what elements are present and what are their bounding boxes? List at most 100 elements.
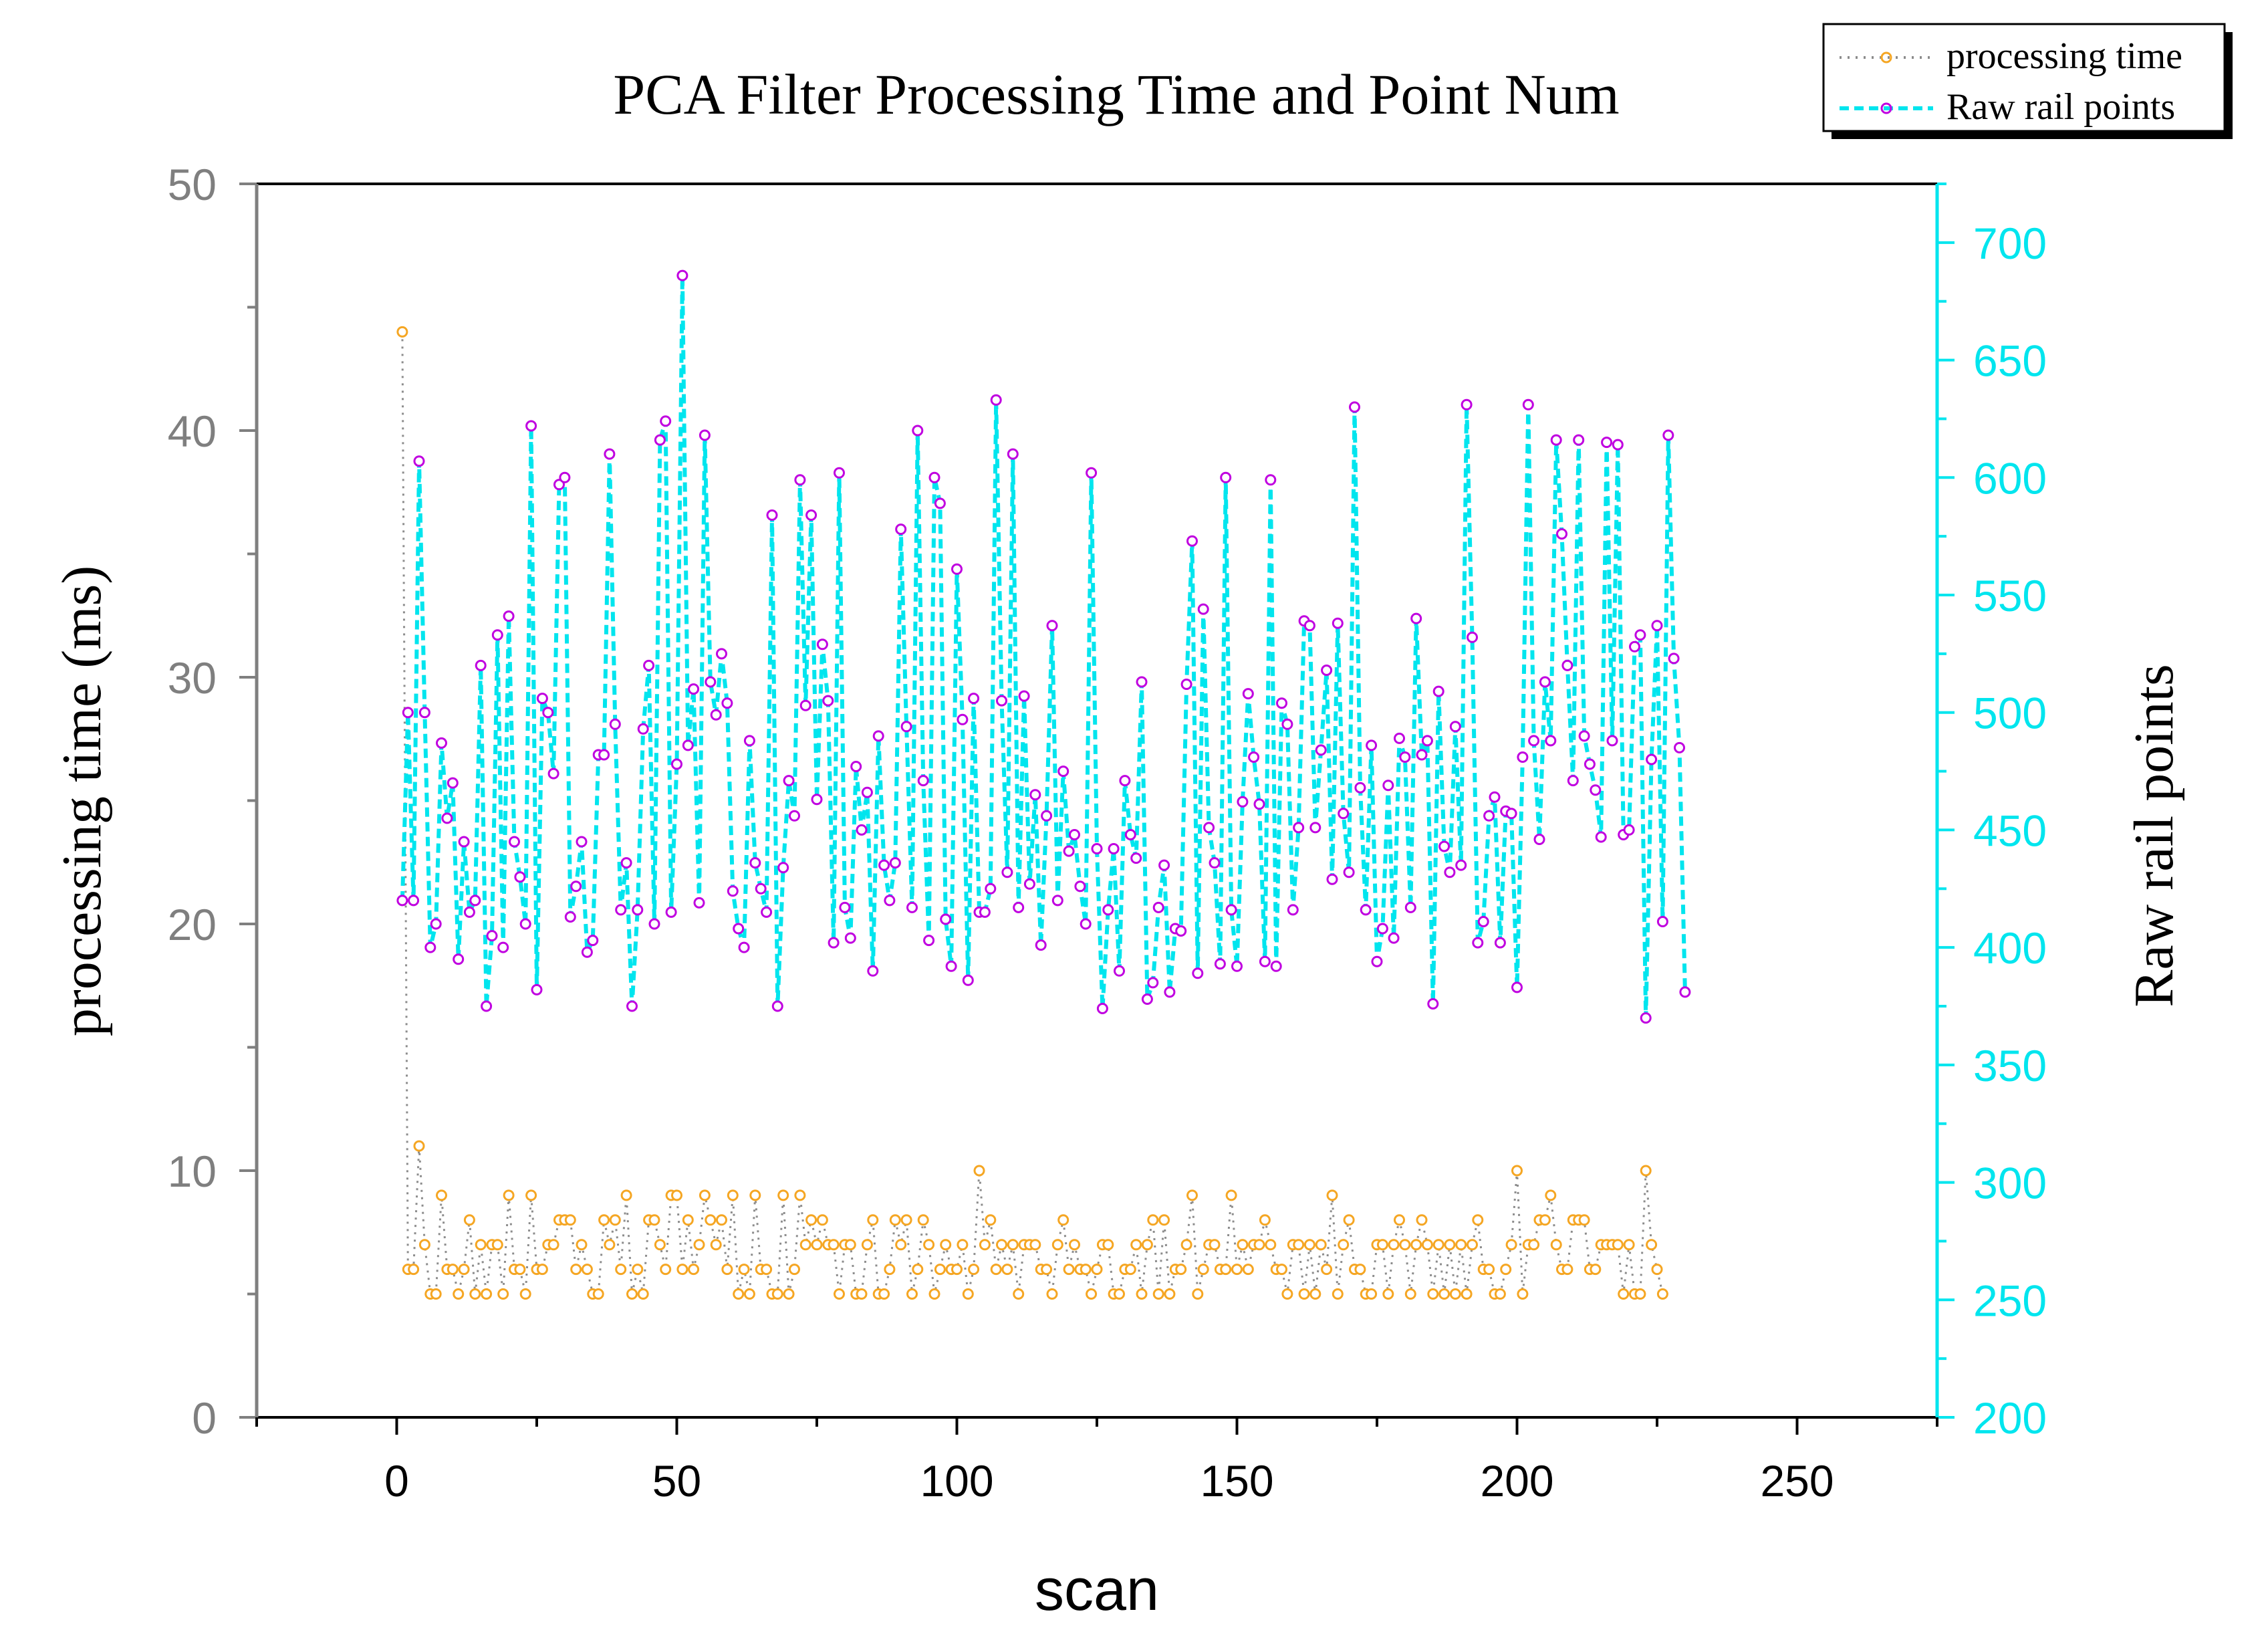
data-point-raw-rail-points [1303, 620, 1315, 632]
data-point-processing-time [1432, 1239, 1444, 1251]
x-tick-label: 200 [1480, 1456, 1553, 1506]
data-point-processing-time [1376, 1239, 1388, 1251]
data-point-raw-rail-points [665, 906, 677, 918]
data-point-processing-time [609, 1214, 621, 1226]
data-point-raw-rail-points [1041, 810, 1053, 822]
data-point-raw-rail-points [1102, 904, 1114, 916]
y-tick-label-right: 300 [1973, 1159, 2047, 1208]
data-point-raw-rail-points [699, 429, 711, 441]
data-point-raw-rail-points [1561, 659, 1573, 671]
data-point-raw-rail-points [413, 455, 425, 467]
data-point-processing-time [979, 1239, 991, 1251]
data-point-raw-rail-points [503, 610, 515, 622]
data-point-processing-time [1309, 1288, 1321, 1300]
y-tick-label-left: 10 [168, 1147, 217, 1196]
data-point-raw-rail-points [777, 862, 789, 874]
data-point-processing-time [1158, 1214, 1170, 1226]
data-point-processing-time [453, 1288, 465, 1300]
data-point-processing-time [1013, 1288, 1025, 1300]
data-point-raw-rail-points [727, 885, 739, 897]
data-point-processing-time [1656, 1288, 1668, 1300]
data-point-processing-time [934, 1264, 946, 1276]
data-point-raw-rail-points [469, 895, 481, 907]
data-point-processing-time [447, 1264, 459, 1276]
y-tick-label-right: 250 [1973, 1276, 2047, 1325]
data-point-raw-rail-points [1662, 429, 1674, 441]
data-point-processing-time [1590, 1264, 1602, 1276]
data-point-raw-rail-points [1668, 653, 1680, 665]
data-point-processing-time [834, 1288, 845, 1300]
y-tick-label-left: 50 [168, 160, 217, 209]
data-point-raw-rail-points [430, 918, 442, 930]
data-point-raw-rail-points [1584, 758, 1596, 770]
y-axis-label-left: processing time (ms) [51, 566, 113, 1037]
data-point-raw-rail-points [1225, 904, 1237, 916]
y-tick-label-left: 30 [168, 653, 217, 703]
data-point-processing-time [1303, 1239, 1315, 1251]
data-point-raw-rail-points [1601, 437, 1613, 449]
data-point-processing-time [1455, 1239, 1467, 1251]
data-point-processing-time [733, 1288, 745, 1300]
data-point-raw-rail-points [783, 775, 795, 787]
data-point-processing-time [1382, 1288, 1394, 1300]
data-point-raw-rail-points [1147, 977, 1159, 989]
data-point-processing-time [727, 1189, 739, 1201]
data-point-raw-rail-points [1214, 958, 1226, 970]
data-point-raw-rail-points [1259, 955, 1271, 967]
data-point-processing-time [1651, 1264, 1663, 1276]
data-point-raw-rail-points [1164, 986, 1176, 998]
data-point-raw-rail-points [1035, 939, 1047, 951]
data-point-raw-rail-points [1124, 829, 1136, 840]
data-point-raw-rail-points [749, 857, 761, 869]
data-point-raw-rail-points [1483, 810, 1495, 822]
data-point-processing-time [1326, 1189, 1338, 1201]
data-point-raw-rail-points [839, 901, 851, 913]
data-point-raw-rail-points [1528, 735, 1540, 747]
data-point-raw-rail-points [1013, 901, 1025, 913]
data-point-raw-rail-points [408, 895, 420, 907]
data-point-raw-rail-points [1309, 822, 1321, 834]
data-point-processing-time [1298, 1288, 1310, 1300]
data-point-raw-rail-points [1281, 718, 1293, 730]
data-point-raw-rail-points [1023, 878, 1035, 890]
data-point-raw-rail-points [828, 937, 840, 949]
data-point-processing-time [592, 1288, 604, 1300]
data-point-raw-rail-points [1388, 932, 1400, 944]
data-point-raw-rail-points [1186, 535, 1198, 547]
data-point-raw-rail-points [850, 761, 862, 772]
data-point-raw-rail-points [1438, 840, 1451, 852]
data-point-raw-rail-points [996, 695, 1007, 707]
data-point-processing-time [418, 1239, 430, 1251]
data-point-raw-rail-points [1612, 439, 1624, 451]
data-point-processing-time [1197, 1264, 1209, 1276]
data-point-raw-rail-points [1091, 843, 1103, 854]
data-point-processing-time [749, 1189, 761, 1201]
data-point-processing-time [1410, 1239, 1422, 1251]
data-point-raw-rail-points [733, 923, 745, 935]
data-point-raw-rail-points [453, 953, 465, 965]
data-point-raw-rail-points [481, 1000, 493, 1012]
data-point-processing-time [1623, 1239, 1635, 1251]
data-point-processing-time [716, 1214, 727, 1226]
data-point-raw-rail-points [1270, 960, 1282, 972]
data-point-raw-rail-points [1366, 739, 1378, 751]
data-point-processing-time [721, 1264, 733, 1276]
data-point-raw-rail-points [1180, 679, 1192, 690]
data-point-processing-time [1545, 1189, 1557, 1201]
y-tick-label-right: 700 [1973, 219, 2047, 268]
data-point-raw-rail-points [900, 721, 912, 733]
data-point-raw-rail-points [531, 983, 543, 995]
data-point-raw-rail-points [1567, 775, 1579, 787]
data-point-raw-rail-points [1472, 937, 1484, 949]
data-point-processing-time [906, 1288, 918, 1300]
data-point-raw-rail-points [1360, 904, 1372, 916]
data-point-processing-time [1130, 1239, 1142, 1251]
data-point-raw-rail-points [1376, 923, 1388, 935]
data-point-processing-time [771, 1288, 783, 1300]
data-point-raw-rail-points [587, 935, 599, 947]
data-point-raw-rail-points [716, 648, 727, 660]
data-point-raw-rail-points [1550, 434, 1562, 446]
data-point-processing-time [811, 1239, 823, 1251]
data-point-processing-time [1152, 1288, 1164, 1300]
data-point-raw-rail-points [1209, 857, 1221, 869]
